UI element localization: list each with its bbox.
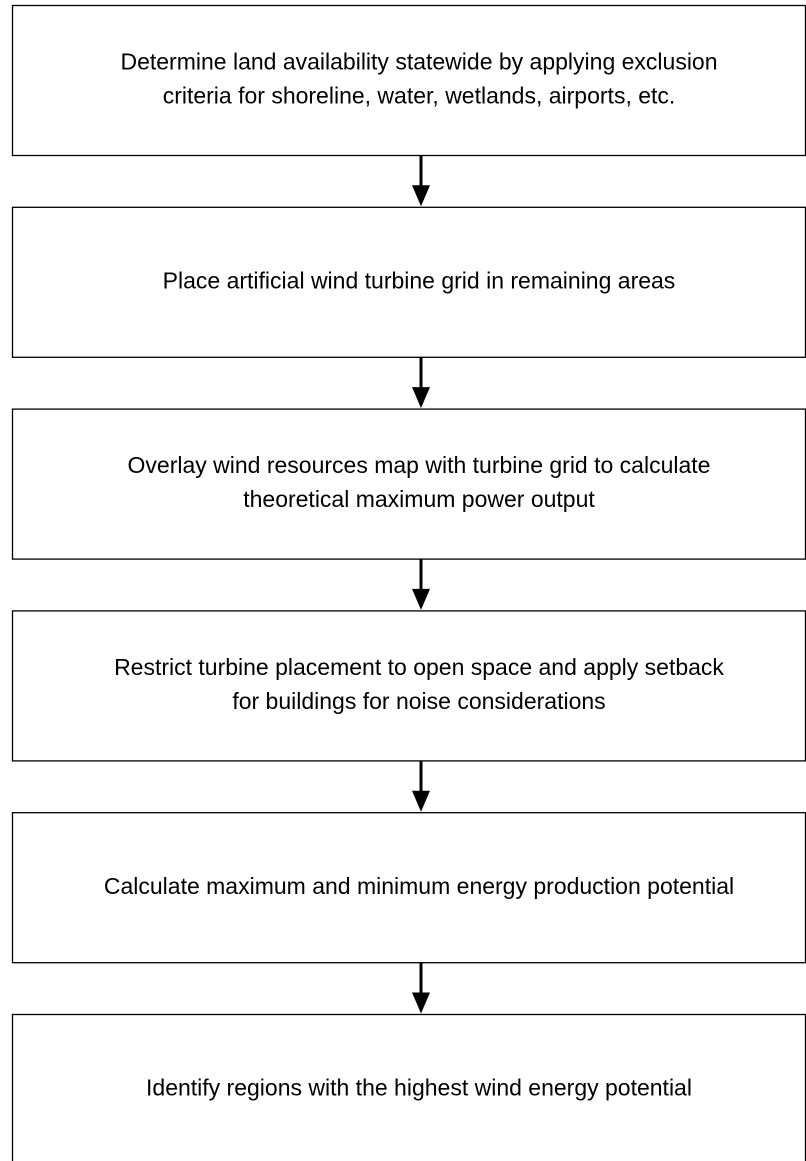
box-text: theoretical maximum power output xyxy=(243,486,595,512)
process-box xyxy=(11,4,806,157)
arrow-head xyxy=(412,588,430,610)
process-box xyxy=(11,812,806,964)
box-text: Overlay wind resources map with turbine … xyxy=(128,452,711,478)
process-box xyxy=(11,206,806,358)
arrow-head xyxy=(412,387,430,409)
process-box xyxy=(11,408,806,560)
box-text: Determine land availability statewide by… xyxy=(120,49,717,75)
arrow-head xyxy=(412,185,430,207)
arrow-head xyxy=(412,992,430,1014)
box-text: Identify regions with the highest wind e… xyxy=(146,1075,692,1101)
box-text: criteria for shoreline, water, wetlands,… xyxy=(163,83,676,109)
box-text: Restrict turbine placement to open space… xyxy=(114,654,724,680)
box-text: Calculate maximum and minimum energy pro… xyxy=(104,873,734,899)
box-text: Place artificial wind turbine grid in re… xyxy=(163,267,676,293)
arrow-head xyxy=(412,790,430,812)
process-box xyxy=(11,1013,806,1161)
process-box xyxy=(11,610,806,762)
box-text: for buildings for noise considerations xyxy=(232,688,605,714)
